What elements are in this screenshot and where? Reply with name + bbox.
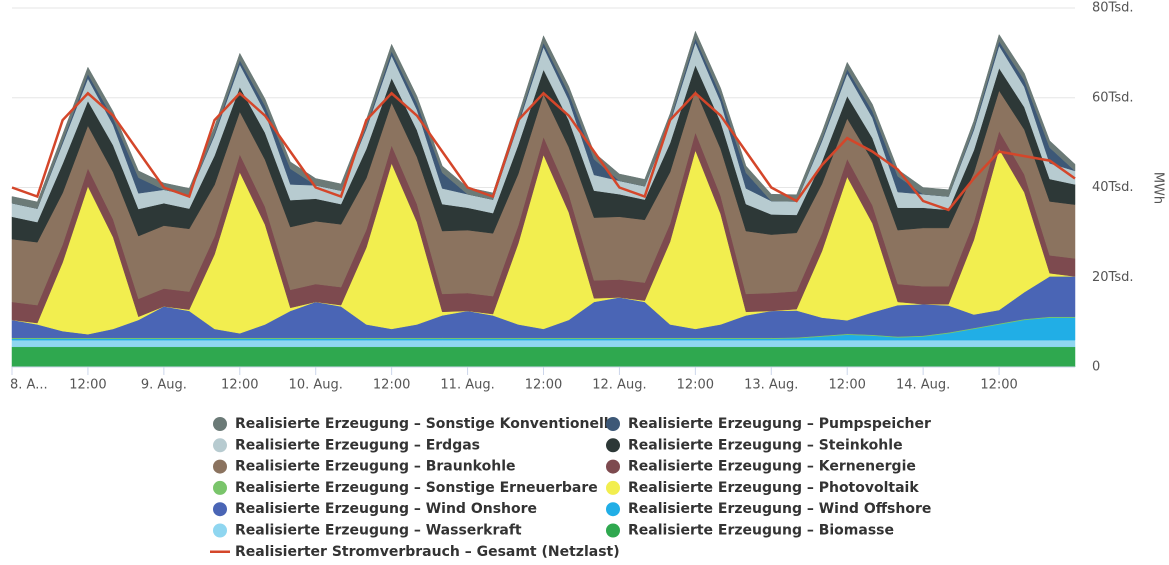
y-tick-label: 0 <box>1092 360 1100 375</box>
x-tick-label: 12:00 <box>525 378 562 393</box>
legend-label: Realisierte Erzeugung – Steinkohle <box>628 437 903 453</box>
legend-symbol <box>213 523 227 538</box>
legend-item: Realisierte Erzeugung – Wind Offshore <box>606 501 931 517</box>
legend-label: Realisierte Erzeugung – Sonstige Erneuer… <box>235 480 598 496</box>
legend-symbol <box>213 502 227 517</box>
y-tick-label: 60Tsd. <box>1092 90 1134 105</box>
legend-symbol <box>606 480 620 495</box>
x-tick-label: 10. Aug. <box>289 378 343 393</box>
legend-item: Realisierte Erzeugung – Wind Onshore <box>213 501 537 517</box>
legend-symbol <box>213 417 227 431</box>
y-tick-label: 80Tsd. <box>1092 1 1134 16</box>
legend-item: Realisierte Erzeugung – Erdgas <box>213 437 480 453</box>
legend-label: Realisierte Erzeugung – Erdgas <box>235 437 480 453</box>
legend-symbol <box>606 459 620 474</box>
x-tick-label: 12:00 <box>980 378 1017 393</box>
legend-item: Realisierte Erzeugung – Pumpspeicher <box>606 416 931 432</box>
x-tick-label: 12:00 <box>828 378 865 393</box>
legend-label: Realisierter Stromverbrauch – Gesamt (Ne… <box>235 544 620 560</box>
legend-label: Realisierte Erzeugung – Wind Onshore <box>235 501 537 517</box>
x-tick-label: 9. Aug. <box>141 378 187 393</box>
x-tick-label: 14. Aug. <box>896 378 950 393</box>
legend-item: Realisierte Erzeugung – Sonstige Konvent… <box>213 416 618 432</box>
legend-label: Realisierte Erzeugung – Pumpspeicher <box>628 416 931 432</box>
y-tick-label: 40Tsd. <box>1092 180 1134 195</box>
x-tick-label: 12:00 <box>221 378 258 393</box>
legend-label: Realisierte Erzeugung – Photovoltaik <box>628 480 919 496</box>
legend-symbol <box>213 459 227 474</box>
x-tick-label: 8. A... <box>10 378 48 393</box>
legend-label: Realisierte Erzeugung – Kernenergie <box>628 459 916 475</box>
x-tick-label: 12. Aug. <box>592 378 646 393</box>
legend-label: Realisierte Erzeugung – Wasserkraft <box>235 523 522 539</box>
x-tick-label: 13. Aug. <box>744 378 798 393</box>
legend-symbol <box>606 417 620 431</box>
area <box>11 346 1076 368</box>
legend-item: Realisierte Erzeugung – Steinkohle <box>606 437 903 453</box>
legend-item: Realisierte Erzeugung – Braunkohle <box>213 459 516 475</box>
legend-symbol <box>606 523 620 538</box>
legend-symbol <box>213 438 227 453</box>
legend-label: Realisierte Erzeugung – Biomasse <box>628 523 894 539</box>
legend-symbol <box>213 480 227 495</box>
legend-label: Realisierte Erzeugung – Braunkohle <box>235 459 516 475</box>
legend-item: Realisierter Stromverbrauch – Gesamt (Ne… <box>210 544 620 560</box>
legend-label: Realisierte Erzeugung – Sonstige Konvent… <box>235 416 618 432</box>
legend-item: Realisierte Erzeugung – Wasserkraft <box>213 523 522 539</box>
legend-label: Realisierte Erzeugung – Wind Offshore <box>628 501 931 517</box>
area <box>11 339 1076 348</box>
y-axis-label: MWh <box>1151 172 1166 204</box>
legend-item: Realisierte Erzeugung – Kernenergie <box>606 459 916 475</box>
legend-symbol <box>606 438 620 453</box>
legend-item: Realisierte Erzeugung – Sonstige Erneuer… <box>213 480 598 496</box>
x-tick-label: 11. Aug. <box>440 378 494 393</box>
legend-symbol <box>606 502 620 517</box>
legend-item: Realisierte Erzeugung – Biomasse <box>606 523 894 539</box>
line <box>11 91 1076 212</box>
x-tick-label: 12:00 <box>69 378 106 393</box>
y-tick-label: 20Tsd. <box>1092 270 1134 285</box>
x-tick-label: 12:00 <box>373 378 410 393</box>
legend-item: Realisierte Erzeugung – Photovoltaik <box>606 480 919 496</box>
x-tick-label: 12:00 <box>677 378 714 393</box>
